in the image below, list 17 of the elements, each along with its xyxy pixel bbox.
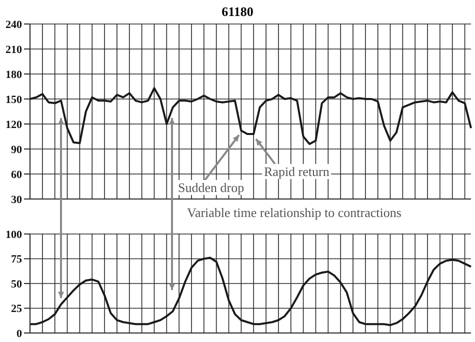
annotation: Rapid return bbox=[262, 164, 332, 179]
y-tick-label: 25 bbox=[11, 303, 22, 316]
text: Variable time relationship to contractions bbox=[185, 205, 404, 220]
y-tick-label: 210 bbox=[6, 44, 22, 56]
y-tick-label: 90 bbox=[11, 144, 22, 156]
y-tick-label: 30 bbox=[11, 194, 22, 206]
y-tick-label: 240 bbox=[6, 18, 22, 31]
y-tick-label: 0 bbox=[16, 328, 22, 340]
y-tick-label: 120 bbox=[6, 118, 22, 131]
annotation: Sudden drop bbox=[176, 180, 246, 195]
y-tick-label: 150 bbox=[6, 94, 22, 106]
y-tick-label: 75 bbox=[11, 254, 22, 266]
y-tick-label: 100 bbox=[6, 228, 22, 241]
y-tick-label: 180 bbox=[6, 68, 22, 81]
chart-title: 61180 bbox=[220, 4, 254, 20]
y-tick-label: 50 bbox=[11, 278, 22, 290]
y-tick-label: 60 bbox=[11, 168, 22, 181]
